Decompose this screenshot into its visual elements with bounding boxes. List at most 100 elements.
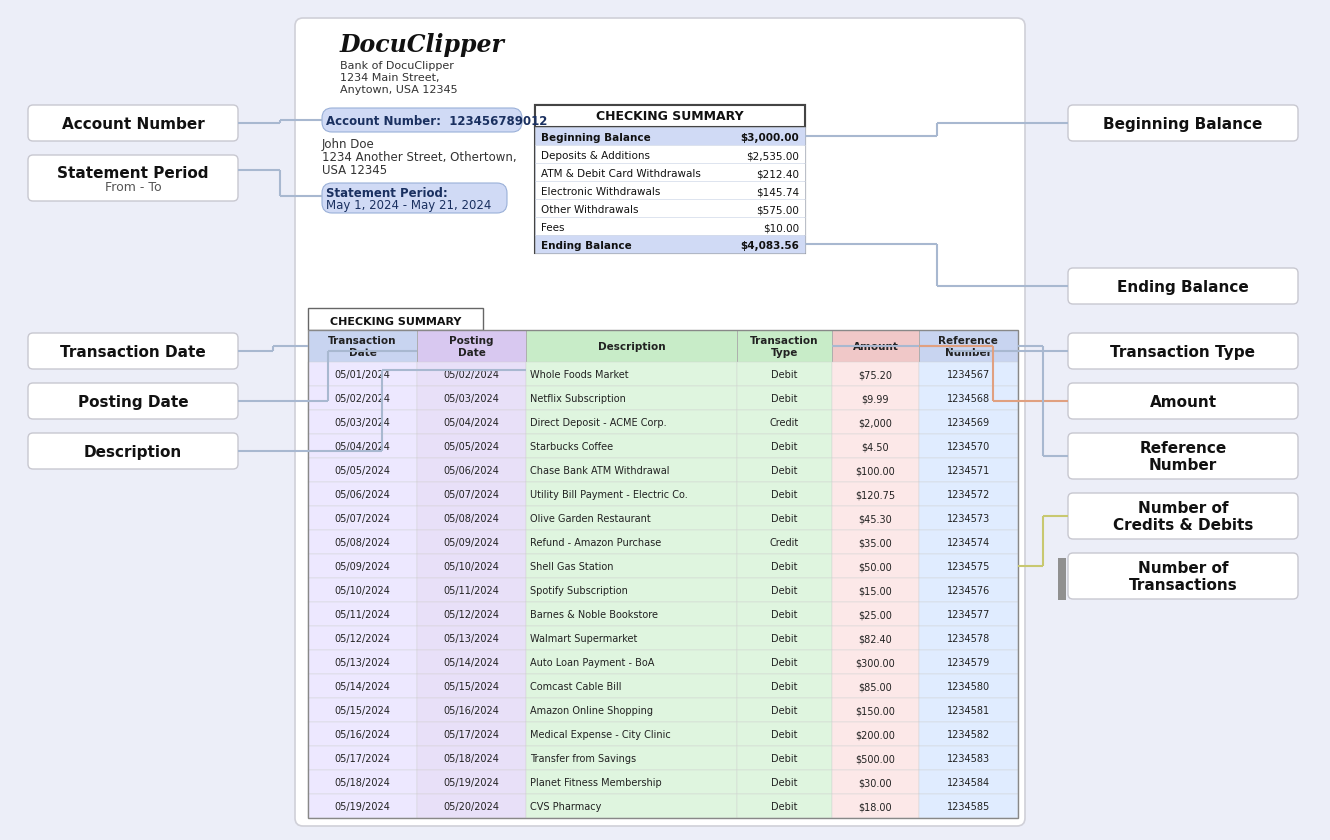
Bar xyxy=(418,410,527,434)
Bar xyxy=(737,330,833,362)
Bar xyxy=(309,770,418,794)
Bar xyxy=(527,330,737,362)
Bar xyxy=(309,308,483,330)
Bar xyxy=(527,602,737,626)
Text: Anytown, USA 12345: Anytown, USA 12345 xyxy=(340,85,458,95)
Text: 1234581: 1234581 xyxy=(947,706,990,716)
Bar xyxy=(833,434,919,458)
Bar xyxy=(919,506,1017,530)
Text: Comcast Cable Bill: Comcast Cable Bill xyxy=(531,682,621,692)
Bar xyxy=(535,145,805,163)
Bar xyxy=(833,578,919,602)
Bar xyxy=(527,674,737,698)
Bar xyxy=(919,482,1017,506)
Text: Posting
Date: Posting Date xyxy=(450,336,493,358)
Bar xyxy=(418,602,527,626)
Text: Transaction
Type: Transaction Type xyxy=(750,336,819,358)
Text: 05/17/2024: 05/17/2024 xyxy=(335,754,391,764)
Text: Debit: Debit xyxy=(771,370,798,380)
Bar xyxy=(1057,558,1067,600)
FancyBboxPatch shape xyxy=(1068,383,1298,419)
FancyBboxPatch shape xyxy=(1068,268,1298,304)
Bar xyxy=(418,458,527,482)
Bar xyxy=(418,770,527,794)
Bar xyxy=(309,386,418,410)
Text: Posting Date: Posting Date xyxy=(77,395,189,410)
Bar xyxy=(833,698,919,722)
Text: Debit: Debit xyxy=(771,730,798,740)
Text: Whole Foods Market: Whole Foods Market xyxy=(531,370,629,380)
Text: 05/17/2024: 05/17/2024 xyxy=(444,730,500,740)
Bar xyxy=(535,181,805,199)
Text: 05/19/2024: 05/19/2024 xyxy=(335,802,391,812)
Text: 05/15/2024: 05/15/2024 xyxy=(444,682,500,692)
Text: Beginning Balance: Beginning Balance xyxy=(1104,117,1262,132)
Text: 05/04/2024: 05/04/2024 xyxy=(335,442,391,452)
Text: 1234568: 1234568 xyxy=(947,394,990,404)
Text: Description: Description xyxy=(597,342,665,352)
Bar xyxy=(527,410,737,434)
Text: 05/18/2024: 05/18/2024 xyxy=(444,754,500,764)
Text: $3,000.00: $3,000.00 xyxy=(741,133,799,143)
Text: Debit: Debit xyxy=(771,778,798,788)
Text: 05/06/2024: 05/06/2024 xyxy=(335,490,391,500)
Bar xyxy=(919,330,1017,362)
Text: ATM & Debit Card Withdrawals: ATM & Debit Card Withdrawals xyxy=(541,169,701,179)
Bar xyxy=(527,722,737,746)
Bar xyxy=(527,458,737,482)
Bar xyxy=(737,506,833,530)
Bar xyxy=(919,530,1017,554)
Text: 1234582: 1234582 xyxy=(947,730,990,740)
Bar xyxy=(535,127,805,145)
FancyBboxPatch shape xyxy=(28,383,238,419)
Text: Account Number:  123456789012: Account Number: 123456789012 xyxy=(326,115,548,128)
Bar xyxy=(535,217,805,235)
Bar xyxy=(833,530,919,554)
Bar xyxy=(833,674,919,698)
Text: 05/10/2024: 05/10/2024 xyxy=(335,586,391,596)
Bar xyxy=(833,794,919,818)
Text: 1234580: 1234580 xyxy=(947,682,990,692)
Text: 05/03/2024: 05/03/2024 xyxy=(444,394,500,404)
Text: 1234569: 1234569 xyxy=(947,418,990,428)
Text: Debit: Debit xyxy=(771,514,798,524)
Text: Refund - Amazon Purchase: Refund - Amazon Purchase xyxy=(531,538,661,548)
Text: Number of
Credits & Debits: Number of Credits & Debits xyxy=(1113,501,1253,533)
Text: Debit: Debit xyxy=(771,658,798,668)
Text: 05/15/2024: 05/15/2024 xyxy=(335,706,391,716)
Text: 05/01/2024: 05/01/2024 xyxy=(335,370,391,380)
Text: Debit: Debit xyxy=(771,706,798,716)
Text: Spotify Subscription: Spotify Subscription xyxy=(531,586,628,596)
Text: John Doe: John Doe xyxy=(322,138,375,151)
Bar xyxy=(418,746,527,770)
Text: 1234570: 1234570 xyxy=(947,442,990,452)
Text: Ending Balance: Ending Balance xyxy=(1117,280,1249,295)
Text: May 1, 2024 - May 21, 2024: May 1, 2024 - May 21, 2024 xyxy=(326,199,491,212)
FancyBboxPatch shape xyxy=(1068,493,1298,539)
Text: 05/12/2024: 05/12/2024 xyxy=(335,634,391,644)
Text: 05/04/2024: 05/04/2024 xyxy=(444,418,500,428)
Bar xyxy=(309,650,418,674)
Text: $300.00: $300.00 xyxy=(855,658,895,668)
FancyBboxPatch shape xyxy=(1068,105,1298,141)
Text: Debit: Debit xyxy=(771,586,798,596)
FancyBboxPatch shape xyxy=(322,183,507,213)
Text: $35.00: $35.00 xyxy=(859,538,892,548)
Bar xyxy=(527,386,737,410)
Text: Utility Bill Payment - Electric Co.: Utility Bill Payment - Electric Co. xyxy=(531,490,688,500)
Bar xyxy=(418,794,527,818)
Bar xyxy=(418,330,527,362)
Text: 05/08/2024: 05/08/2024 xyxy=(335,538,391,548)
Text: Debit: Debit xyxy=(771,490,798,500)
Bar xyxy=(919,362,1017,386)
Bar xyxy=(309,626,418,650)
Bar xyxy=(833,410,919,434)
Text: $2,535.00: $2,535.00 xyxy=(746,151,799,161)
Text: 1234 Main Street,: 1234 Main Street, xyxy=(340,73,439,83)
Text: CHECKING SUMMARY: CHECKING SUMMARY xyxy=(596,110,743,123)
Text: Shell Gas Station: Shell Gas Station xyxy=(531,562,613,572)
FancyBboxPatch shape xyxy=(28,433,238,469)
Text: DocuClipper: DocuClipper xyxy=(340,33,505,57)
Text: Beginning Balance: Beginning Balance xyxy=(541,133,650,143)
Bar xyxy=(309,362,418,386)
